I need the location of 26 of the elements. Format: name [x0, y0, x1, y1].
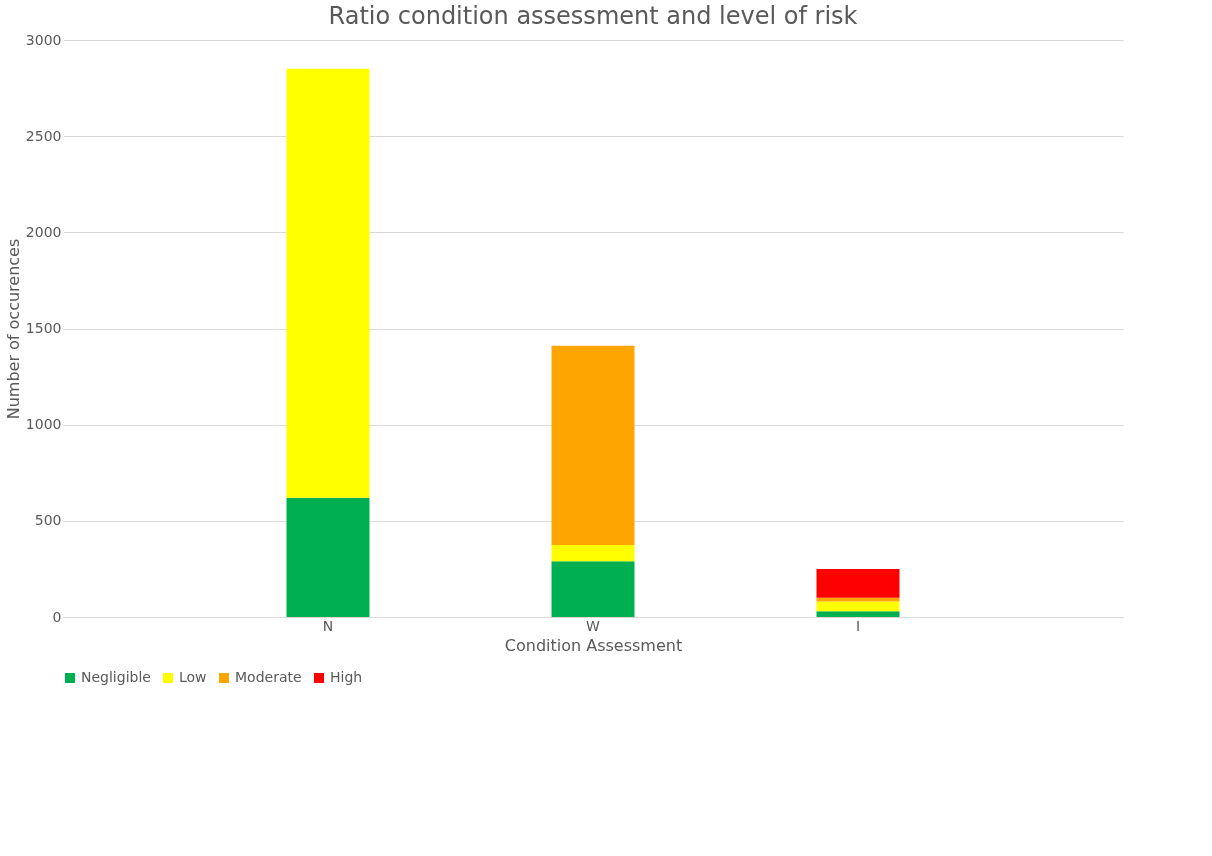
- x-axis-title: Condition Assessment: [504, 635, 683, 655]
- legend-label: Negligible: [81, 669, 151, 685]
- bar: [816, 568, 900, 598]
- y-tick-label: 2500: [25, 127, 62, 144]
- bar: [551, 544, 635, 562]
- legend-label: Low: [179, 669, 207, 685]
- legend-label: High: [330, 669, 363, 685]
- x-tick-label: N: [322, 617, 334, 634]
- y-axis-title: Number of occurences: [3, 238, 23, 420]
- bar: [816, 597, 900, 602]
- bar: [816, 601, 900, 612]
- y-tick-label: 1000: [25, 416, 62, 433]
- bar: [286, 68, 370, 498]
- y-tick-label: 2000: [25, 223, 62, 240]
- x-tick-label: I: [855, 617, 861, 634]
- chart-title: Ratio condition assessment and level of risk: [328, 2, 858, 30]
- y-tick-label: 500: [34, 512, 62, 529]
- x-tick-label: W: [586, 617, 601, 634]
- legend-label: Moderate: [235, 669, 302, 685]
- bar: [551, 345, 635, 545]
- y-tick-label: 1500: [25, 320, 62, 336]
- y-tick-label: 3000: [25, 31, 62, 48]
- y-tick-label: 0: [52, 608, 62, 625]
- bar: [286, 497, 370, 617]
- bar: [816, 611, 900, 617]
- bar: [551, 561, 635, 617]
